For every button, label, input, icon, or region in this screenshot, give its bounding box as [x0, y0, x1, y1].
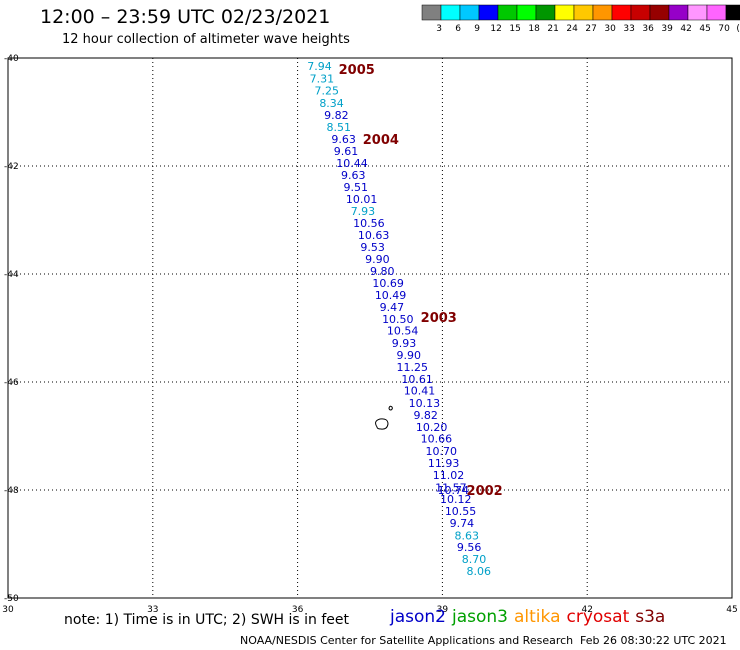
wave-height-label: 9.82 [413, 409, 438, 422]
wave-height-label: 10.54 [387, 325, 419, 338]
wave-height-label: 7.94 [307, 60, 332, 73]
wave-height-label: 9.82 [324, 109, 349, 122]
color-scale-label: 33 [623, 24, 634, 34]
color-scale-label: 18 [528, 24, 540, 34]
longitude-tick-label: 42 [581, 605, 592, 615]
wave-height-label: 8.06 [467, 565, 492, 578]
latitude-tick-label: -50 [4, 594, 19, 604]
legend-entry-s3a: s3a [635, 607, 666, 627]
latitude-tick-label: -44 [4, 270, 19, 280]
credit-line: NOAA/NESDIS Center for Satellite Applica… [240, 634, 574, 647]
year-label: 2003 [421, 311, 457, 326]
color-scale-label: 30 [604, 24, 616, 34]
wave-height-label: 9.63 [331, 133, 356, 146]
latitude-tick-label: -42 [4, 162, 19, 172]
wave-height-label: 10.63 [358, 229, 390, 242]
color-scale-label: 3 [436, 24, 442, 34]
color-scale-label: 9 [474, 24, 480, 34]
wave-height-label: 9.47 [380, 301, 405, 314]
wave-height-label: 10.55 [445, 505, 477, 518]
longitude-tick-label: 45 [726, 605, 737, 615]
wave-height-label: 9.51 [343, 181, 368, 194]
map-frame [7, 57, 733, 599]
year-label: 2002 [467, 484, 503, 499]
latitude-tick-label: -46 [4, 378, 19, 388]
wave-height-label: 11.02 [433, 469, 465, 482]
color-scale-label: 15 [509, 24, 520, 34]
wave-height-label: 9.90 [397, 349, 422, 362]
units-note: note: 1) Time is in UTC; 2) SWH is in fe… [64, 612, 350, 628]
wave-height-label: 10.74 [438, 484, 470, 497]
color-scale-label: 12 [490, 24, 501, 34]
wave-height-label: 10.49 [375, 289, 407, 302]
wave-height-label: 11.25 [397, 361, 429, 374]
wave-height-label: 10.61 [401, 373, 433, 386]
legend-entry-jason2: jason2 [390, 607, 446, 627]
wave-height-label: 7.31 [310, 73, 335, 86]
wave-height-label: 10.44 [336, 157, 368, 170]
color-scale-label: 36 [642, 24, 654, 34]
wave-height-label: 9.80 [370, 265, 395, 278]
longitude-tick-label: 30 [2, 605, 14, 615]
color-scale-label: 42 [680, 24, 691, 34]
wave-height-label: 10.50 [382, 313, 414, 326]
longitude-tick-label: 33 [147, 605, 158, 615]
wave-height-label: 10.56 [353, 217, 385, 230]
wave-height-label: 9.63 [341, 169, 366, 182]
wave-height-label: 9.56 [457, 541, 482, 554]
wave-height-label: 9.90 [365, 253, 390, 266]
map-title: 12:00 – 23:59 UTC 02/23/2021 [40, 6, 331, 28]
longitude-tick-label: 36 [292, 605, 304, 615]
wave-height-label: 11.57 [435, 481, 467, 494]
longitude-tick-label: 39 [437, 605, 449, 615]
color-scale-label: 39 [661, 24, 673, 34]
wave-height-label: 10.20 [416, 421, 448, 434]
wave-height-label: 8.51 [327, 121, 352, 134]
wave-height-label: 8.34 [319, 97, 344, 110]
legend-entry-jason3: jason3 [452, 607, 508, 627]
wave-height-label: 9.53 [360, 241, 385, 254]
year-label: 2005 [339, 63, 375, 78]
legend-entry-cryosat: cryosat [566, 607, 630, 627]
wave-height-label: 9.61 [334, 145, 359, 158]
wave-height-label: 8.63 [454, 529, 479, 542]
wave-height-label: 9.93 [392, 337, 417, 350]
island-outline [375, 418, 389, 430]
generation-timestamp: Feb 26 08:30:22 UTC 2021 [580, 634, 727, 647]
island-outline [388, 405, 393, 411]
wave-height-label: 10.70 [426, 445, 458, 458]
wave-height-label: 11.93 [428, 457, 460, 470]
latitude-tick-label: -40 [4, 54, 19, 64]
color-scale-label: 21 [547, 24, 558, 34]
color-scale-label: 70 [718, 24, 730, 34]
color-swatch [725, 4, 740, 21]
color-scale-label: 24 [566, 24, 578, 34]
color-scale-label: (ft) [736, 24, 740, 34]
wave-height-label: 7.25 [314, 84, 339, 97]
color-scale-label: 6 [455, 24, 461, 34]
year-label: 2004 [363, 133, 399, 148]
latitude-tick-label: -48 [4, 486, 19, 496]
wave-height-label: 8.70 [462, 553, 487, 566]
wave-height-label: 10.01 [346, 193, 378, 206]
wave-height-label: 10.66 [421, 433, 453, 446]
wave-height-label: 9.74 [450, 517, 475, 530]
wave-height-label: 10.41 [404, 385, 436, 398]
wave-height-label: 10.12 [440, 493, 472, 506]
wave-height-label: 7.93 [351, 205, 376, 218]
wave-height-label: 10.13 [409, 397, 441, 410]
satellite-legend: jason2 jason3 altika cryosat s3a [390, 607, 671, 627]
color-scale-label: 27 [585, 24, 596, 34]
wave-height-label: 10.69 [372, 277, 404, 290]
map-subtitle: 12 hour collection of altimeter wave hei… [62, 32, 350, 47]
legend-entry-altika: altika [514, 607, 561, 627]
color-scale-label: 45 [699, 24, 710, 34]
